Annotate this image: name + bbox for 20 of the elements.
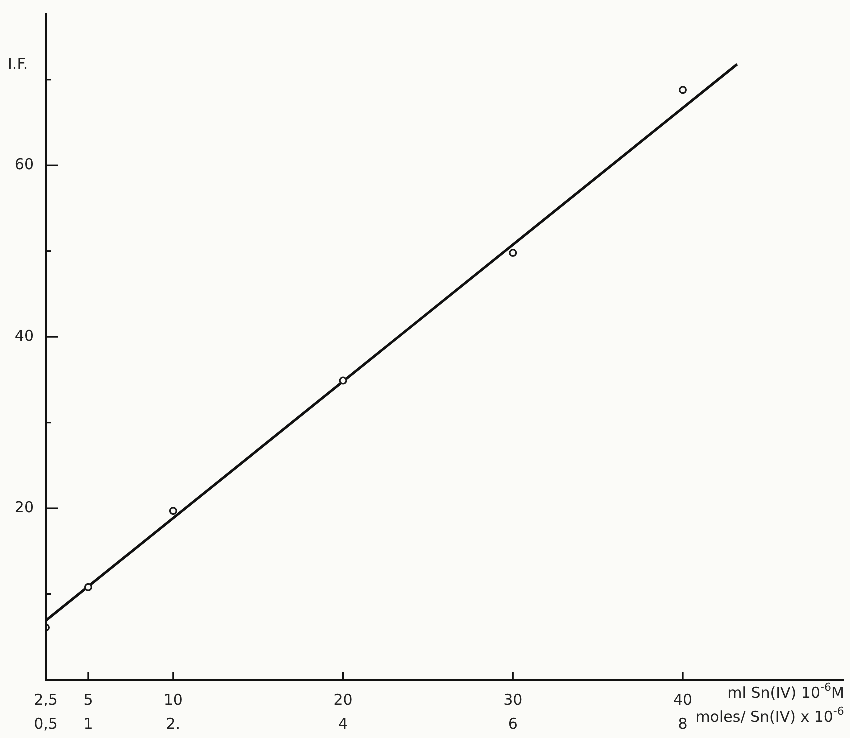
x-tick-label: 5 [84, 690, 94, 709]
point [84, 583, 92, 592]
y-tick-label: 40 [14, 326, 34, 345]
x2-tick-label: 2. [166, 714, 181, 733]
x-tick-label: 20 [334, 690, 353, 709]
x2-tick-label: 8 [678, 714, 688, 733]
y-axis-title: I.F. [8, 54, 28, 73]
point [339, 376, 348, 385]
y-tick-label: 60 [14, 155, 34, 174]
y-tick-label: 20 [14, 498, 34, 516]
x-tick-label: 30 [504, 690, 523, 709]
x-tick-label: 10 [164, 690, 183, 709]
point [169, 507, 178, 516]
x2-tick-label: 4 [338, 714, 348, 733]
x2-tick-label: 1 [84, 714, 94, 733]
x2-tick-label: 0,5 [34, 714, 58, 733]
x2-tick-label: 6 [508, 714, 518, 733]
point [509, 249, 518, 258]
point [679, 86, 688, 94]
x-tick-label: 40 [673, 690, 693, 709]
